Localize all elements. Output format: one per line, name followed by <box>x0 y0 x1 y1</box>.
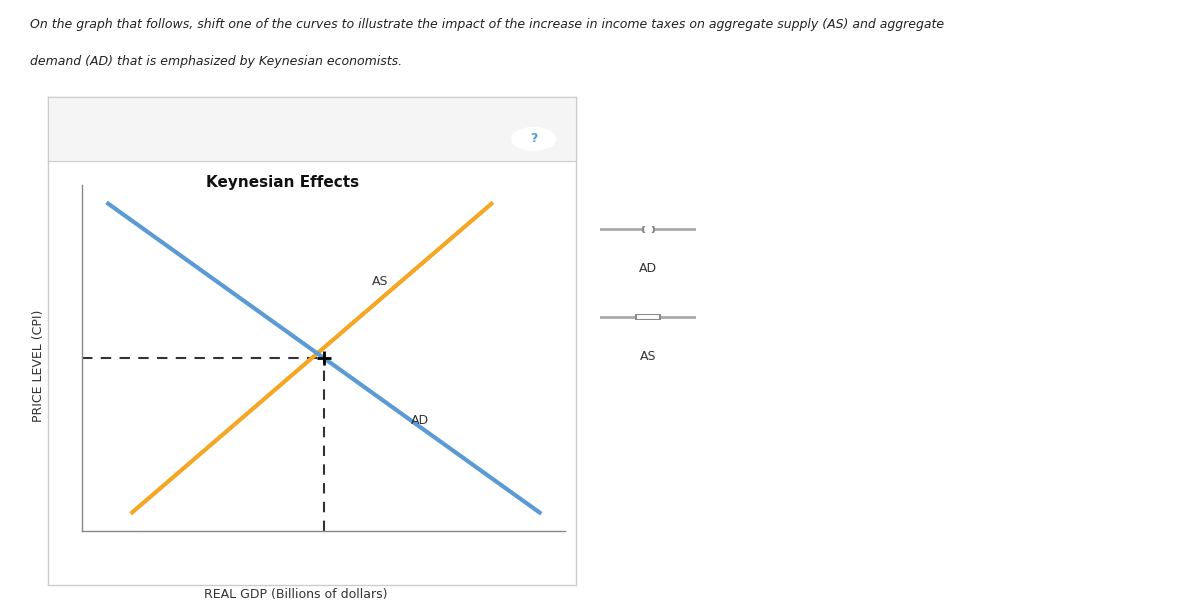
Text: AS: AS <box>640 350 656 363</box>
Text: On the graph that follows, shift one of the curves to illustrate the impact of t: On the graph that follows, shift one of … <box>30 18 944 31</box>
Text: ?: ? <box>530 132 538 146</box>
Text: AD: AD <box>638 262 658 275</box>
Text: Keynesian Effects: Keynesian Effects <box>206 175 360 191</box>
FancyBboxPatch shape <box>636 314 660 320</box>
Text: REAL GDP (Billions of dollars): REAL GDP (Billions of dollars) <box>204 588 388 600</box>
Text: AD: AD <box>410 414 428 427</box>
Text: AS: AS <box>372 275 389 289</box>
Text: PRICE LEVEL (CPI): PRICE LEVEL (CPI) <box>32 309 44 421</box>
Text: demand (AD) that is emphasized by Keynesian economists.: demand (AD) that is emphasized by Keynes… <box>30 55 402 68</box>
